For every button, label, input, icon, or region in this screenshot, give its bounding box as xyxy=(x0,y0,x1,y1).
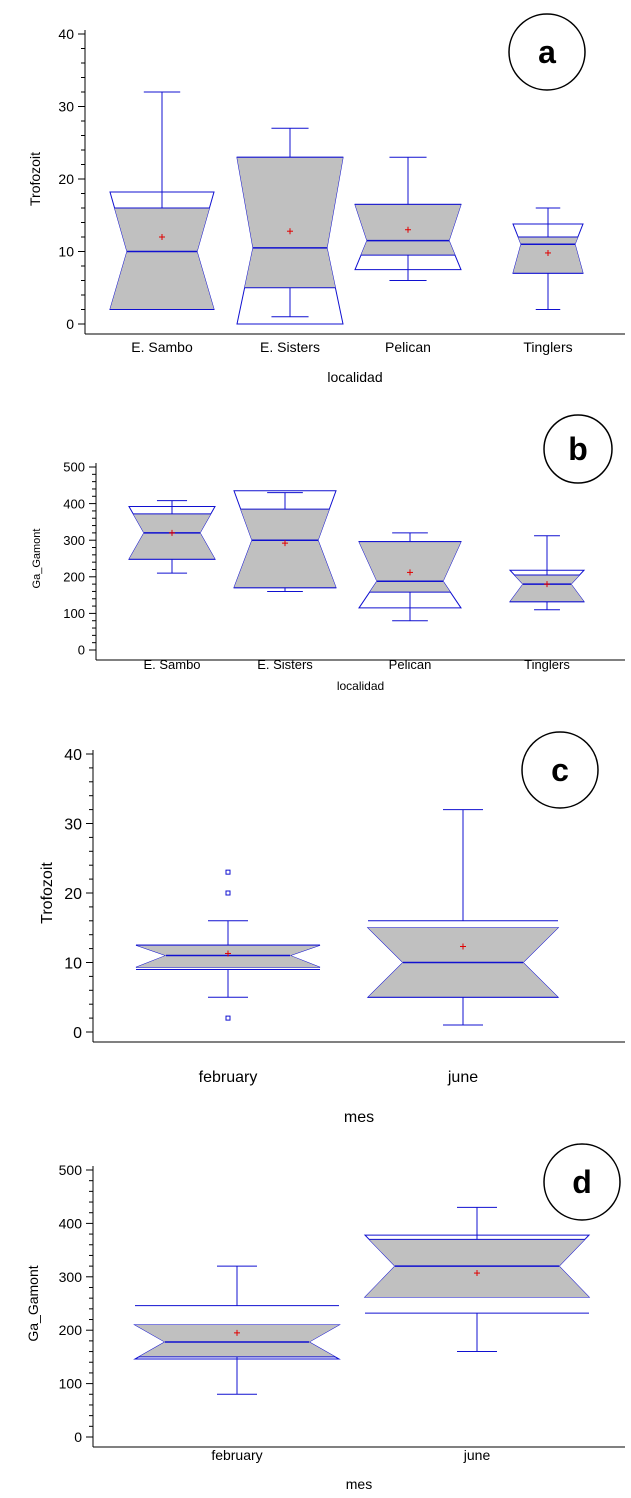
panel-label-circle xyxy=(521,731,599,809)
box-iqr xyxy=(368,927,558,998)
y-tick-label: 200 xyxy=(63,569,85,584)
y-axis-label: Trofozoit xyxy=(39,862,56,924)
box-iqr xyxy=(110,208,214,310)
x-axis-label: localidad xyxy=(337,679,384,693)
outlier-point xyxy=(225,1015,231,1021)
x-axis-label: mes xyxy=(344,1109,374,1126)
box-1 xyxy=(236,127,344,325)
outlier-point xyxy=(225,890,231,896)
box-2 xyxy=(354,156,462,281)
y-tick-label: 0 xyxy=(73,1025,82,1042)
box-iqr xyxy=(237,157,343,288)
panel-label-circle xyxy=(543,414,613,484)
panel-label-circle xyxy=(543,1143,621,1221)
box-3 xyxy=(512,207,584,310)
x-tick-label: Tinglers xyxy=(524,657,570,672)
box-0 xyxy=(109,91,215,310)
x-tick-label: Pelican xyxy=(385,339,431,355)
panel-label: a xyxy=(538,34,556,70)
y-tick-label: 500 xyxy=(59,1162,83,1178)
x-tick-label: Pelican xyxy=(389,657,432,672)
panel-label-circle xyxy=(508,13,586,91)
y-tick-label: 100 xyxy=(59,1376,83,1392)
box-3 xyxy=(508,535,586,611)
y-axis-label: Ga_Gamont xyxy=(25,1265,41,1341)
y-tick-label: 20 xyxy=(58,171,74,187)
box-iqr xyxy=(359,541,461,593)
y-tick-label: 0 xyxy=(74,1429,82,1445)
x-axis-label: localidad xyxy=(327,369,382,385)
x-tick-label: Tinglers xyxy=(523,339,572,355)
y-tick-label: 0 xyxy=(66,316,74,332)
y-tick-label: 500 xyxy=(63,460,85,475)
x-tick-label: E. Sambo xyxy=(143,657,200,672)
box-iqr xyxy=(365,1239,589,1298)
chart-panel-c: 0 10 20 30 40 Trofozoit mes february june c xyxy=(39,731,625,1126)
box-0 xyxy=(133,1265,341,1395)
box-1 xyxy=(363,1206,591,1353)
y-tick-label: 300 xyxy=(63,533,85,548)
x-tick-label: february xyxy=(211,1447,262,1463)
x-tick-label: E. Sambo xyxy=(131,339,193,355)
y-tick-label: 10 xyxy=(64,955,82,972)
y-tick-label: 30 xyxy=(64,816,82,833)
box-iqr xyxy=(136,945,320,968)
x-tick-label: june xyxy=(463,1447,491,1463)
box-iqr xyxy=(234,509,336,588)
x-tick-label: june xyxy=(447,1069,478,1086)
y-tick-label: 0 xyxy=(78,643,85,658)
x-tick-label: E. Sisters xyxy=(257,657,313,672)
y-tick-label: 10 xyxy=(58,244,74,260)
box-iqr xyxy=(510,574,584,602)
y-tick-label: 40 xyxy=(64,747,82,764)
panel-label: c xyxy=(551,752,569,788)
y-tick-label: 20 xyxy=(64,886,82,903)
y-tick-label: 300 xyxy=(59,1269,83,1285)
x-tick-label: february xyxy=(199,1069,258,1086)
y-tick-label: 100 xyxy=(63,606,85,621)
box-1 xyxy=(366,809,560,1026)
y-axis-label: Ga_Gamont xyxy=(31,529,43,589)
box-2 xyxy=(358,532,462,622)
box-0 xyxy=(135,869,321,1021)
x-tick-label: E. Sisters xyxy=(260,339,320,355)
box-0 xyxy=(128,500,216,574)
y-axis-label: Trofozoit xyxy=(27,152,43,206)
y-tick-label: 400 xyxy=(59,1215,83,1231)
y-tick-label: 40 xyxy=(58,26,74,42)
chart-panel-b: 0 100 200 300 400 500 Ga_Gamont localidad E. Sam… xyxy=(31,414,625,693)
box-iqr xyxy=(129,513,215,560)
y-tick-label: 400 xyxy=(63,496,85,511)
box-1 xyxy=(233,490,337,592)
y-tick-label: 200 xyxy=(59,1322,83,1338)
chart-panel-a: 0 10 20 30 40 Trofozoit localidad E. Sambo E. Si… xyxy=(27,13,625,385)
panel-label: d xyxy=(572,1164,592,1200)
panel-label: b xyxy=(568,431,588,467)
outlier-point xyxy=(225,869,231,875)
y-tick-label: 30 xyxy=(58,99,74,115)
x-axis-label: mes xyxy=(346,1476,372,1492)
